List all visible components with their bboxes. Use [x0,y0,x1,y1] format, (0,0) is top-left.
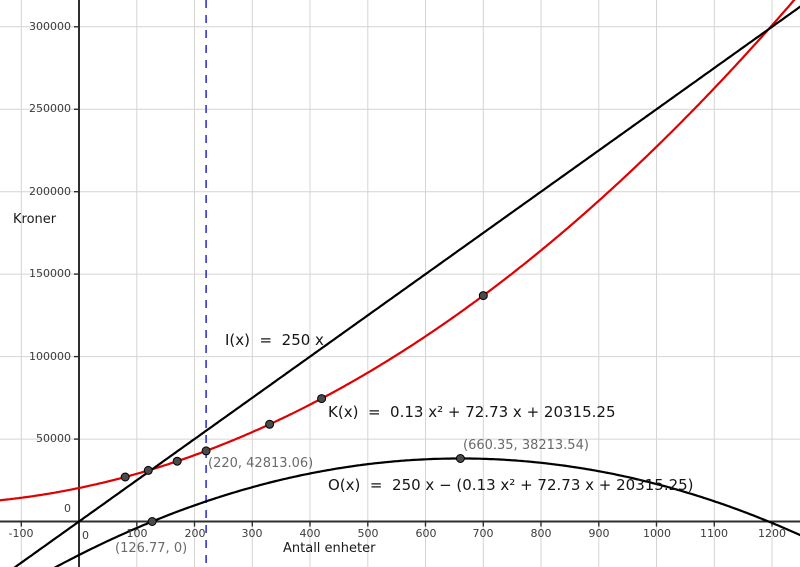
point-label-break-even: (126.77, 0) [115,541,188,556]
data-point[interactable] [317,394,327,404]
function-label-cost[interactable]: K(x) = 0.13 x² + 72.73 x + 20315.25 [328,403,616,421]
y-tick-label: 200000 [29,185,71,198]
y-tick-label: 50000 [36,432,71,445]
x-tick-label: 1100 [700,527,728,540]
data-point[interactable] [120,472,130,482]
x-tick-label: 700 [472,527,494,540]
curve-I[interactable] [0,5,800,567]
x-tick-label: 400 [299,527,321,540]
labeled-point[interactable] [201,446,211,456]
x-tick-label: 0 [82,529,89,542]
x-tick-label: 800 [530,527,552,540]
y-tick-label: 250000 [29,102,71,115]
function-label-profit[interactable]: O(x) = 250 x − (0.13 x² + 72.73 x + 2031… [328,476,694,494]
x-tick-label: 600 [415,527,437,540]
x-axis-title: Antall enheter [283,541,376,556]
y-axis-title: Kroner [13,212,57,227]
function-label-income[interactable]: I(x) = 250 x [225,331,324,349]
x-tick-label: 300 [241,527,263,540]
x-tick-label: 500 [357,527,379,540]
curve-K[interactable] [0,0,800,502]
x-tick-label: 100 [126,527,148,540]
x-tick-label: 200 [184,527,206,540]
labeled-point[interactable] [147,517,157,526]
point-label-break-analysis: (220, 42813.06) [208,456,314,471]
labeled-point[interactable] [455,454,465,463]
curve-O[interactable] [0,457,800,567]
x-tick-label: -100 [8,527,34,540]
y-tick-label: 100000 [29,350,71,363]
y-tick-label: 300000 [29,20,71,33]
point-label-profit-max: (660.35, 38213.54) [463,438,589,453]
data-point[interactable] [143,465,153,475]
y-tick-label: 150000 [29,267,71,280]
data-point[interactable] [265,419,275,429]
x-tick-label: 1200 [758,527,786,540]
data-point[interactable] [478,291,488,301]
y-tick-label: 0 [64,502,71,515]
x-tick-label: 900 [588,527,610,540]
data-point[interactable] [172,456,182,466]
x-tick-label: 1000 [643,527,671,540]
